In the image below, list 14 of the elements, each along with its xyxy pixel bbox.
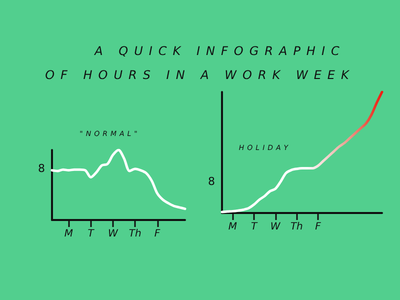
x-tick-label: W — [270, 222, 282, 232]
text: A QUICK INFOGRAPHIC — [93, 44, 346, 58]
x-tick-label: M — [228, 222, 238, 232]
x-tick-label: T — [88, 228, 95, 240]
x-tick-label: T — [250, 222, 258, 232]
x-tick-label: F — [154, 228, 160, 240]
x-tick-label: M — [64, 228, 74, 240]
text: OF HOURS IN A WORK WEEK — [44, 68, 356, 82]
x-tick-label: Th — [128, 228, 142, 240]
text: 8 — [208, 174, 215, 188]
x-tick-label: Th — [290, 222, 303, 232]
text: 8 — [38, 162, 45, 176]
x-tick-label: F — [315, 222, 322, 232]
x-tick-label: W — [108, 228, 120, 240]
